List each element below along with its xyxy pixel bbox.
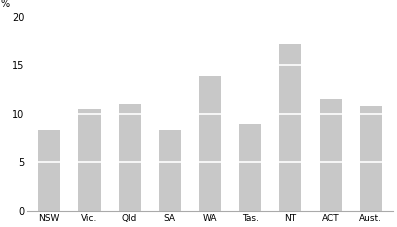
- Bar: [119, 104, 141, 211]
- Bar: [38, 130, 60, 211]
- Bar: [320, 99, 341, 211]
- Bar: [199, 76, 221, 211]
- Bar: [239, 123, 261, 211]
- Bar: [360, 106, 382, 211]
- Bar: [279, 44, 301, 211]
- Bar: [159, 130, 181, 211]
- Y-axis label: %: %: [1, 0, 10, 9]
- Bar: [79, 109, 100, 211]
